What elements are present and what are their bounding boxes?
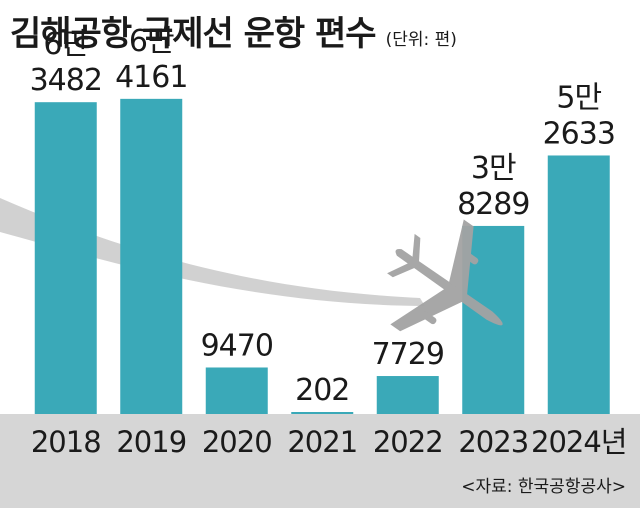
bar-2020 (205, 367, 268, 414)
value-label-2018-line2: 3482 (30, 63, 102, 98)
value-label-2021-line1: 202 (295, 373, 349, 408)
title-row: 김해공항 국제선 운항 편수 (단위: 편) (10, 6, 457, 54)
value-label-2023-line1: 3만 (471, 151, 516, 186)
x-tick-2020: 2020 (202, 425, 272, 459)
bar-2024년 (547, 155, 610, 414)
value-label-2024년-line2: 2633 (543, 116, 615, 151)
chart-title: 김해공항 국제선 운항 편수 (10, 14, 377, 54)
x-axis-band (0, 414, 640, 508)
bars-layer (34, 98, 610, 415)
value-label-2019-line2: 4161 (115, 60, 187, 95)
x-tick-2024년: 2024년 (531, 425, 626, 459)
value-label-2023-line2: 8289 (457, 187, 529, 222)
x-tick-2021: 2021 (287, 425, 357, 459)
x-tick-labels-layer: 2018 2019 2020 2021 2022 2023 2024년 (31, 425, 628, 459)
bar-2021 (291, 412, 354, 414)
bar-2018 (34, 102, 97, 415)
bar-2022 (376, 376, 439, 414)
x-tick-2019: 2019 (116, 425, 186, 459)
value-label-2020-line1: 9470 (201, 328, 273, 363)
x-tick-2018: 2018 (31, 425, 101, 459)
bar-2019 (120, 98, 183, 414)
source-note: <자료: 한국공항공사> (461, 477, 626, 497)
value-label-2024년-line1: 5만 (556, 80, 601, 115)
x-tick-2023: 2023 (458, 425, 528, 459)
value-label-2018-line1: 6만 (43, 27, 88, 62)
value-label-2019-line1: 6만 (129, 24, 174, 59)
value-label-2022-line1: 7729 (372, 337, 444, 372)
unit-label: (단위: 편) (385, 30, 457, 50)
airplane-icon (387, 219, 503, 332)
x-tick-2022: 2022 (373, 425, 443, 459)
